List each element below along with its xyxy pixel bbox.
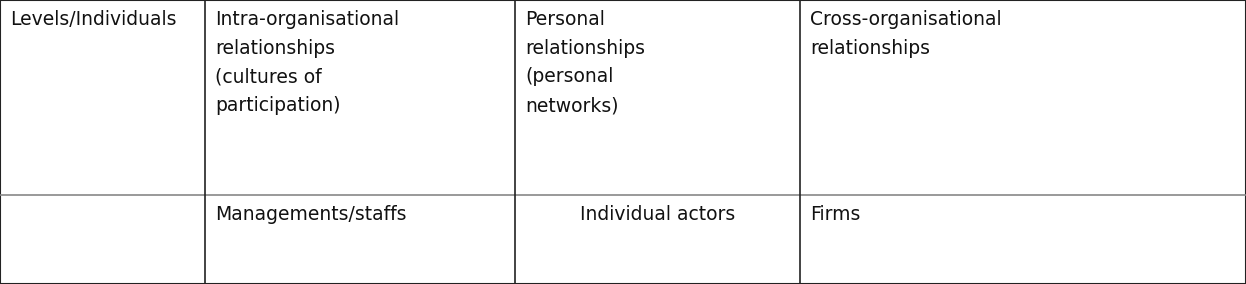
Text: Firms: Firms	[810, 205, 861, 224]
Text: Cross-organisational
relationships: Cross-organisational relationships	[810, 10, 1002, 58]
Text: Individual actors: Individual actors	[579, 205, 735, 224]
Text: Managements/staffs: Managements/staffs	[216, 205, 406, 224]
Text: Levels/Individuals: Levels/Individuals	[10, 10, 177, 29]
Text: Intra-organisational
relationships
(cultures of
participation): Intra-organisational relationships (cult…	[216, 10, 399, 115]
Text: Personal
relationships
(personal
networks): Personal relationships (personal network…	[525, 10, 645, 115]
